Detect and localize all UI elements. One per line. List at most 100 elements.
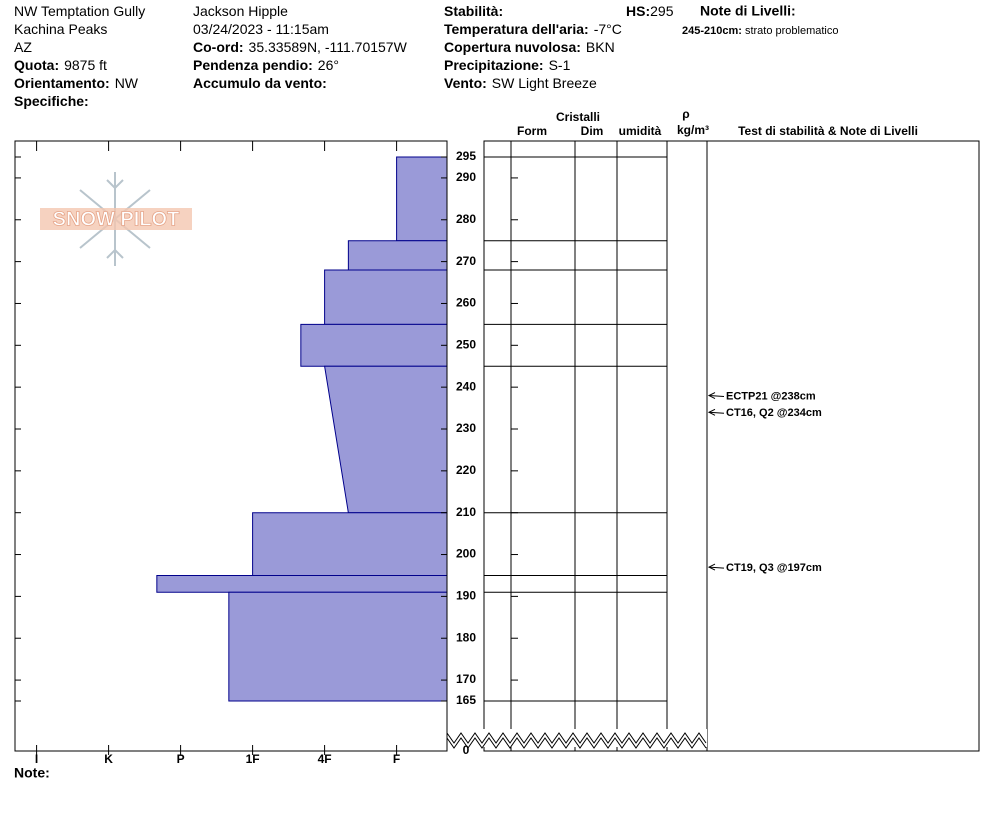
field-value: SW Light Breeze [492, 75, 597, 91]
depth-tick-label: 210 [456, 505, 476, 519]
depth-tick-label: 0 [463, 743, 470, 757]
hardness-layer [396, 156, 448, 242]
test-arrow [708, 411, 725, 414]
depth-tick-label: 240 [456, 379, 476, 393]
field-label: Orientamento: [14, 75, 110, 91]
crystals-header: Cristalli [556, 110, 600, 124]
field-label: Stabilità: [444, 3, 503, 19]
test-arrow [708, 566, 725, 569]
depth-tick-label: 190 [456, 589, 476, 603]
hardness-tick-label: F [393, 752, 400, 766]
depth-tick-label: 250 [456, 337, 476, 351]
depth-tick-label: 260 [456, 296, 476, 310]
snow-height: HS:295 [626, 3, 674, 19]
hs-label: HS: [626, 3, 650, 19]
field-label: Quota: [14, 57, 59, 73]
header-field: Orientamento: NW [14, 75, 139, 91]
hardness-layer [324, 365, 448, 514]
field-label: Accumulo da vento: [193, 75, 327, 91]
hardness-tick-label: K [104, 752, 113, 766]
header-field: Co-ord: 35.33589N, -111.70157W [193, 39, 408, 55]
field-value: 35.33589N, -111.70157W [249, 39, 408, 55]
arrow-head [707, 408, 716, 416]
hardness-tick-label: 4F [318, 752, 332, 766]
layer-note: 245-210cm: strato problematico [682, 25, 838, 37]
hardness-tick-label: P [177, 752, 185, 766]
header-field: Accumulo da vento: [193, 75, 327, 91]
note-label: Note: [14, 765, 50, 781]
header-field: Stabilità: [444, 3, 503, 19]
field-label: Copertura nuvolosa: [444, 39, 581, 55]
field-label: Specifiche: [14, 93, 89, 109]
tests-frame [706, 140, 980, 752]
field-label: Vento: [444, 75, 487, 91]
field-value: 9875 ft [64, 57, 107, 73]
size-header: Dim [581, 124, 604, 138]
field-value: Jackson Hipple [193, 3, 288, 19]
field-label: Temperatura dell'aria: [444, 21, 589, 37]
test-label: CT16, Q2 @234cm [726, 407, 822, 419]
field-label: Pendenza pendio: [193, 57, 313, 73]
test-label: ECTP21 @238cm [726, 390, 816, 402]
logo-band [40, 208, 192, 230]
header-field: Jackson Hipple [193, 3, 288, 19]
depth-tick-label: 280 [456, 212, 476, 226]
hardness-layer [228, 591, 448, 702]
note-text: strato problematico [745, 25, 839, 37]
logo-text: SNOW PILOT [53, 208, 180, 230]
header-field: Specifiche: [14, 93, 89, 109]
depth-tick-label: 180 [456, 630, 476, 644]
depth-tick-label: 230 [456, 421, 476, 435]
depth-tick-label: 165 [456, 693, 476, 707]
header-field: Kachina Peaks [14, 21, 107, 37]
header-field: Copertura nuvolosa: BKN [444, 39, 615, 55]
depth-tick-label: 295 [456, 149, 476, 163]
hardness-layer [252, 512, 448, 576]
axis-break [446, 737, 707, 749]
depth-tick-label: 200 [456, 547, 476, 561]
header-field: 03/24/2023 - 11:15am [193, 21, 329, 37]
field-value: NW Temptation Gully [14, 3, 145, 19]
note-range: 245-210cm: [682, 25, 742, 37]
test-label: CT19, Q3 @197cm [726, 562, 822, 574]
hardness-tick-label: I [35, 752, 38, 766]
depth-tick-label: 170 [456, 672, 476, 686]
hardness-layer [156, 574, 448, 593]
tests-header: Test di stabilità & Note di Livelli [738, 124, 918, 138]
field-value: Kachina Peaks [14, 21, 107, 37]
table-frame [483, 140, 708, 752]
header-field: Pendenza pendio: 26° [193, 57, 339, 73]
header-field: Quota: 9875 ft [14, 57, 107, 73]
depth-tick-label: 220 [456, 463, 476, 477]
column-headers: Cristalli Form Dim umidità ρ kg/m³ Test … [517, 107, 918, 138]
field-value: -7°C [594, 21, 622, 37]
field-label: Co-ord: [193, 39, 244, 55]
hardness-layer [300, 323, 448, 367]
hardness-tick-label: 1F [246, 752, 260, 766]
field-label: Precipitazione: [444, 57, 544, 73]
depth-tick-label: 270 [456, 254, 476, 268]
hs-value: 295 [650, 3, 674, 19]
field-value: AZ [14, 39, 32, 55]
header-field: Temperatura dell'aria: -7°C [444, 21, 622, 37]
axis-break [446, 732, 707, 744]
density-symbol: ρ [682, 107, 689, 121]
arrow-head [707, 392, 716, 399]
hardness-layer [324, 269, 448, 325]
arrow-head [707, 563, 716, 571]
form-header: Form [517, 124, 547, 138]
field-value: 03/24/2023 - 11:15am [193, 21, 329, 37]
moisture-header: umidità [619, 124, 662, 138]
depth-tick-label: 290 [456, 170, 476, 184]
hardness-layer [347, 240, 448, 271]
header-field: Vento: SW Light Breeze [444, 75, 597, 91]
field-value: NW [115, 75, 139, 91]
header-field: AZ [14, 39, 32, 55]
field-value: S-1 [549, 57, 571, 73]
test-arrow [708, 395, 725, 398]
header-field: NW Temptation Gully [14, 3, 145, 19]
field-value: BKN [586, 39, 615, 55]
hardness-frame [14, 140, 448, 752]
field-value: 26° [318, 57, 339, 73]
layer-notes-title: Note di Livelli: [700, 3, 796, 19]
